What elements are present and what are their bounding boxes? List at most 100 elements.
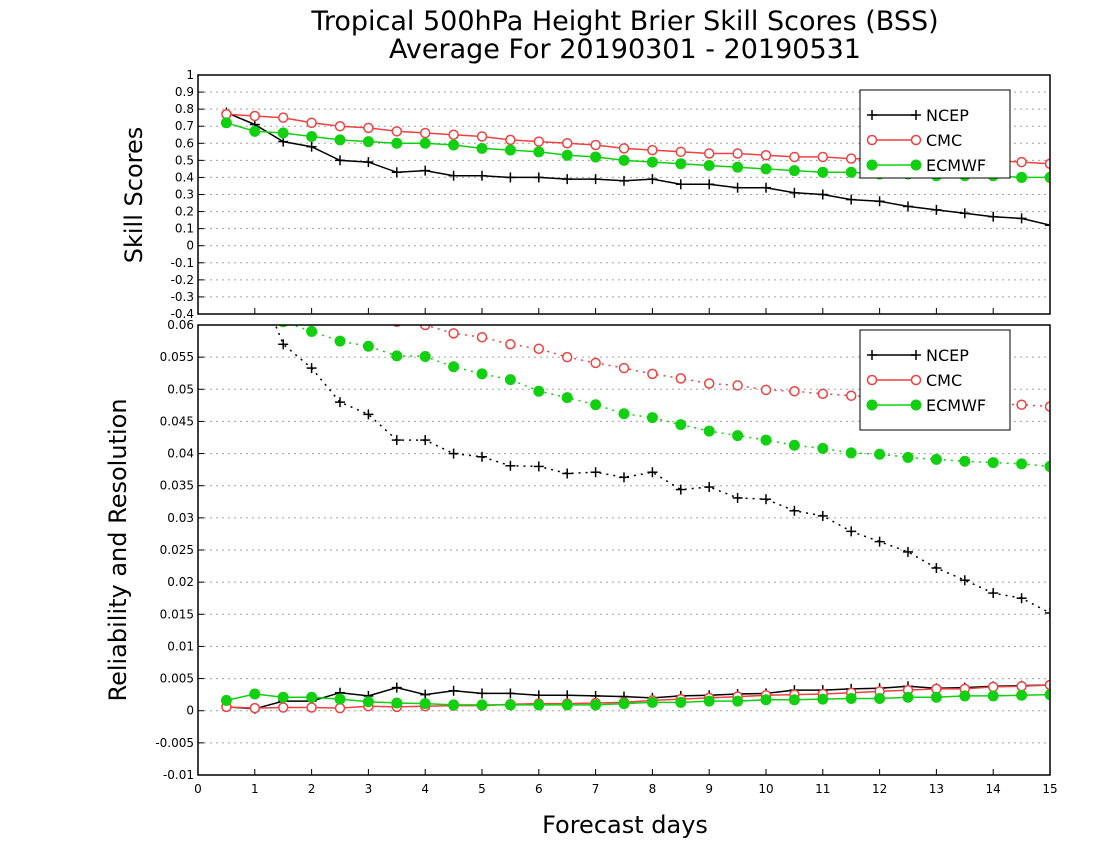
ecmwf-point: [277, 127, 289, 139]
ecmwf-point: [391, 137, 403, 149]
ncep-point: [704, 179, 715, 190]
y-tick-label: 0.01: [167, 639, 194, 653]
ncep-point: [789, 505, 800, 516]
ecmwf-point: [675, 696, 687, 708]
x-tick-label: 12: [872, 782, 887, 796]
y-tick-label: 0.035: [160, 479, 194, 493]
ecmwf-point: [504, 699, 516, 711]
x-tick-label: 4: [421, 782, 429, 796]
cmc-point: [363, 122, 374, 134]
ecmwf-point: [419, 698, 431, 710]
cmc-point: [448, 129, 459, 140]
ecmwf-point: [391, 697, 403, 709]
cmc-point: [448, 328, 459, 339]
y-tick-label: 0: [186, 239, 194, 253]
cmc-point: [845, 153, 857, 164]
cmc-point: [732, 148, 743, 159]
ncep-point: [221, 230, 231, 240]
ecmwf-point: [910, 399, 922, 411]
cmc-point: [249, 110, 261, 122]
ncep-point: [448, 448, 459, 459]
cmc-point: [561, 138, 573, 149]
ecmwf-point: [533, 385, 545, 397]
ecmwf-point: [618, 698, 630, 710]
ecmwf-point: [1044, 171, 1050, 183]
ncep-point: [675, 484, 686, 495]
ecmwf-point: [866, 399, 878, 411]
ecmwf-point: [675, 158, 687, 170]
cmc-point: [845, 390, 857, 401]
ncep-point: [391, 167, 402, 178]
ecmwf-point: [419, 137, 431, 149]
cmc-point: [910, 134, 922, 146]
ncep-point: [420, 435, 431, 446]
ecmwf-point: [959, 455, 971, 467]
ecmwf-point: [930, 453, 942, 465]
x-tick-label: 10: [758, 782, 773, 796]
cmc-point: [789, 151, 800, 163]
ecmwf-point: [732, 430, 744, 442]
cmc-point: [1044, 679, 1050, 691]
cmc-point: [222, 256, 231, 265]
ecmwf-point: [845, 447, 857, 459]
ecmwf-point: [930, 691, 942, 703]
ncep-point: [732, 182, 743, 193]
ncep-point: [931, 204, 942, 215]
ecmwf-point: [561, 699, 573, 711]
legend-label-ncep: NCEP: [926, 106, 969, 125]
ncep-point: [647, 174, 658, 185]
cmc-point: [760, 384, 772, 396]
ecmwf-point: [760, 434, 772, 446]
ecmwf-point: [788, 439, 800, 451]
ecmwf-point: [732, 161, 744, 173]
cmc-point: [306, 702, 317, 713]
ecmwf-point: [817, 166, 829, 178]
ecmwf-point: [362, 696, 374, 708]
ncep-point: [250, 269, 260, 279]
cmc-point: [505, 134, 516, 146]
ncep-point: [704, 482, 715, 492]
ncep-point: [505, 460, 516, 471]
legend: NCEP CMC ECMWF: [859, 89, 1011, 179]
ecmwf-point: [561, 392, 573, 404]
ncep-point: [420, 689, 431, 700]
ecmwf-point: [703, 159, 715, 171]
cmc-point: [307, 295, 316, 304]
ecmwf-point: [618, 154, 630, 166]
y-tick-label: 0.2: [175, 205, 194, 219]
ncep-point: [846, 194, 857, 205]
cmc-point: [647, 368, 658, 380]
cmc-point: [391, 126, 403, 137]
y-tick-label: -0.4: [171, 307, 194, 321]
cmc-point: [277, 702, 289, 713]
cmc-point: [590, 357, 601, 369]
ecmwf-point: [249, 125, 261, 137]
cmc-point: [277, 112, 289, 123]
ncep-point: [363, 409, 374, 420]
ncep-resolution-line: [274, 325, 1050, 614]
ecmwf-point: [504, 374, 516, 386]
y-tick-label: 0.3: [175, 188, 194, 202]
ecmwf-point: [646, 696, 658, 708]
ncep-point: [533, 172, 544, 183]
ecmwf-point: [646, 412, 658, 424]
cmc-point: [364, 314, 373, 323]
ncep-point: [477, 688, 487, 699]
ncep-point: [959, 208, 970, 219]
ncep-point: [306, 363, 317, 374]
y-tick-label: 0.6: [175, 136, 194, 150]
x-tick-label: 6: [535, 782, 543, 796]
y-tick-label: 0.04: [167, 447, 194, 461]
ecmwf-point: [959, 690, 971, 702]
ecmwf-point: [590, 699, 602, 711]
ecmwf-point: [874, 693, 886, 704]
ncep-point: [817, 510, 828, 521]
cmc-point: [987, 681, 999, 693]
cmc-point: [590, 139, 601, 151]
ecmwf-point: [448, 699, 460, 711]
x-tick-label: 8: [649, 782, 657, 796]
ecmwf-point: [306, 691, 318, 703]
cmc-point: [306, 117, 317, 129]
ncep-point: [420, 165, 431, 176]
